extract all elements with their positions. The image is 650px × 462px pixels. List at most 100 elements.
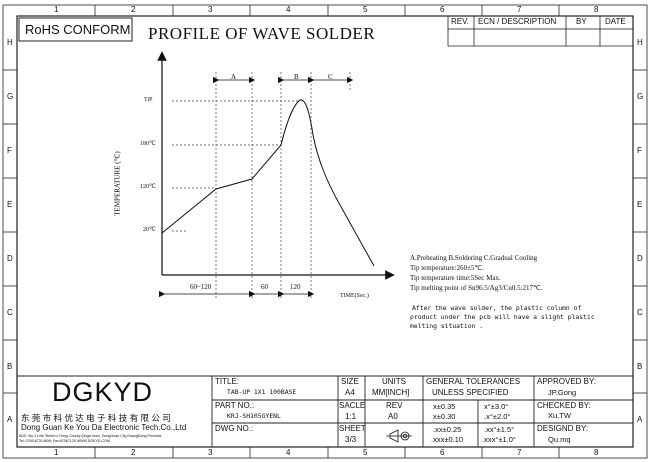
note-tip-temp: Tip temperature:260±5℃. [410, 264, 485, 272]
col-number-4: 4 [286, 5, 291, 14]
tolerance-linear-2: x±0.30 [433, 412, 456, 421]
rev-header-date: DATE [605, 17, 626, 26]
company-name-en: Dong Guan Ke You Da Electronic Tech.Co.,… [21, 423, 187, 432]
rev-value: A0 [388, 412, 398, 421]
company-address: ADD.:No.1 Lihe Street,Li Heng County,Qin… [19, 434, 162, 438]
col-number-1: 1 [54, 5, 59, 14]
units-label: UNITS [382, 377, 406, 386]
row-letter-g: G [7, 92, 14, 101]
phase-label-b: B [294, 73, 299, 81]
designed-value: Qu.mq [548, 435, 571, 444]
row-letter-a: A [7, 415, 13, 424]
sheet-label: SHEET [339, 424, 366, 433]
checked-value: Xu.TW [548, 411, 571, 420]
note-phases: A.Preheating B.Soldering C.Gradual Cooli… [410, 254, 538, 262]
phase-label-c: C [328, 73, 333, 81]
col-number-4-bottom: 4 [286, 448, 291, 457]
part-value: KRJ-SH105GYENL [227, 412, 281, 420]
page-title: PROFILE OF WAVE SOLDER [148, 24, 376, 43]
tolerance-linear-4: .xxx±0.10 [431, 435, 464, 444]
x-axis-label: TIME(Sec.) [340, 293, 369, 299]
projection-symbol-icon [386, 429, 412, 443]
tolerance-linear-1: x±0.35 [433, 402, 456, 411]
col-number-8-bottom: 8 [594, 448, 599, 457]
part-label: PART NO.: [215, 401, 255, 410]
row-letter-e-right: E [637, 200, 643, 209]
title-value: TAB-UP 1X1 100BASE [227, 388, 297, 396]
column-ticks [94, 5, 560, 458]
note-after-line-2: product under the pcb will have a slight… [410, 313, 595, 321]
row-letter-c-right: C [637, 308, 643, 317]
scale-label: SACLE [339, 401, 366, 410]
note-tip-time: Tip temperature time:5Sec Max. [410, 274, 501, 282]
x-segment-label-2: 60 [261, 283, 268, 291]
units-value: MM[INCH] [372, 388, 410, 397]
col-number-1-bottom: 1 [54, 448, 59, 457]
dwg-label: DWG NO.: [215, 424, 254, 433]
col-number-6-bottom: 6 [440, 448, 445, 457]
y-tick-tip: TiP [144, 97, 153, 103]
rohs-label: RoHS CONFORM [25, 22, 131, 37]
note-melting: Tip melting point of Sn96.5/Ag3/Cu0.5:21… [410, 284, 543, 292]
row-letter-f: F [7, 146, 12, 155]
y-tick-20: 20℃ [143, 227, 156, 233]
tolerance-angle-1: x°±3.0° [484, 402, 509, 411]
x-segment-label-1: 60~120 [190, 283, 212, 291]
col-number-2-bottom: 2 [131, 448, 136, 457]
col-number-8: 8 [594, 5, 599, 14]
rev-header-description: ECN / DESCRIPTION [478, 17, 557, 26]
temperature-profile-line [161, 99, 375, 267]
row-letter-h: H [7, 38, 13, 47]
row-letter-a-right: A [637, 415, 643, 424]
inner-border [16, 15, 634, 448]
col-number-3: 3 [208, 5, 213, 14]
tolerance-angle-2: .x°±2.0° [484, 412, 511, 421]
size-value: A4 [345, 388, 355, 397]
tolerance-title-2: UNLESS SPECIFIED [432, 388, 509, 397]
col-number-3-bottom: 3 [208, 448, 213, 457]
row-letter-e: E [7, 200, 13, 209]
sheet-value: 3/3 [345, 435, 357, 444]
col-number-2: 2 [131, 5, 136, 14]
col-number-6: 6 [440, 5, 445, 14]
row-letter-d-right: D [637, 254, 643, 263]
approved-value: JP.Gong [548, 388, 577, 397]
row-letter-b: B [7, 362, 13, 371]
company-contact: Tel: 0769-87314608; Fax:87067129 WWW.DGK… [19, 439, 110, 443]
approved-label: APPROVED BY: [537, 377, 597, 386]
rev-label: REV [386, 401, 403, 410]
row-letter-g-right: G [637, 92, 644, 101]
row-letter-f-right: F [637, 146, 642, 155]
title-block-lines [17, 375, 633, 447]
tolerance-title-1: GENERAL TOLERANCES [426, 377, 521, 386]
rohs-box [18, 17, 133, 42]
y-axis-label: TEMPERATURE (℃) [113, 151, 122, 216]
col-number-5-bottom: 5 [363, 448, 368, 457]
title-label: TITLE: [215, 377, 240, 386]
scale-value: 1:1 [345, 412, 357, 421]
company-name-cn: 东 莞 市 科 优 达 电 子 科 技 有 限 公 司 [21, 413, 171, 423]
tolerance-angle-3: .xx°±1.5° [484, 425, 515, 434]
y-tick-120: 120℃ [140, 184, 156, 190]
tolerance-angle-4: .xxx°±1.0° [482, 435, 516, 444]
row-letter-h-right: H [637, 38, 643, 47]
tolerance-linear-3: .xx±0.25 [433, 425, 462, 434]
revision-table-lines [447, 15, 634, 47]
outer-border [2, 4, 648, 459]
col-number-7: 7 [517, 5, 522, 14]
y-tick-180: 180℃ [140, 141, 156, 147]
checked-label: CHECKED BY: [537, 401, 591, 410]
designed-label: DESIGND BY: [537, 424, 589, 433]
row-letter-d: D [7, 254, 13, 263]
note-after-line-3: melting situation . [410, 322, 484, 330]
row-letter-b-right: B [637, 362, 643, 371]
company-logo: DGKYD [52, 377, 154, 407]
phase-label-a: A [231, 73, 237, 81]
phase-guides [172, 72, 351, 300]
row-ticks [3, 69, 647, 394]
row-letter-c: C [7, 308, 13, 317]
col-number-7-bottom: 7 [517, 448, 522, 457]
note-after-line-1: After the wave solder, the plastic colum… [412, 304, 582, 312]
size-label: SIZE [341, 377, 359, 386]
